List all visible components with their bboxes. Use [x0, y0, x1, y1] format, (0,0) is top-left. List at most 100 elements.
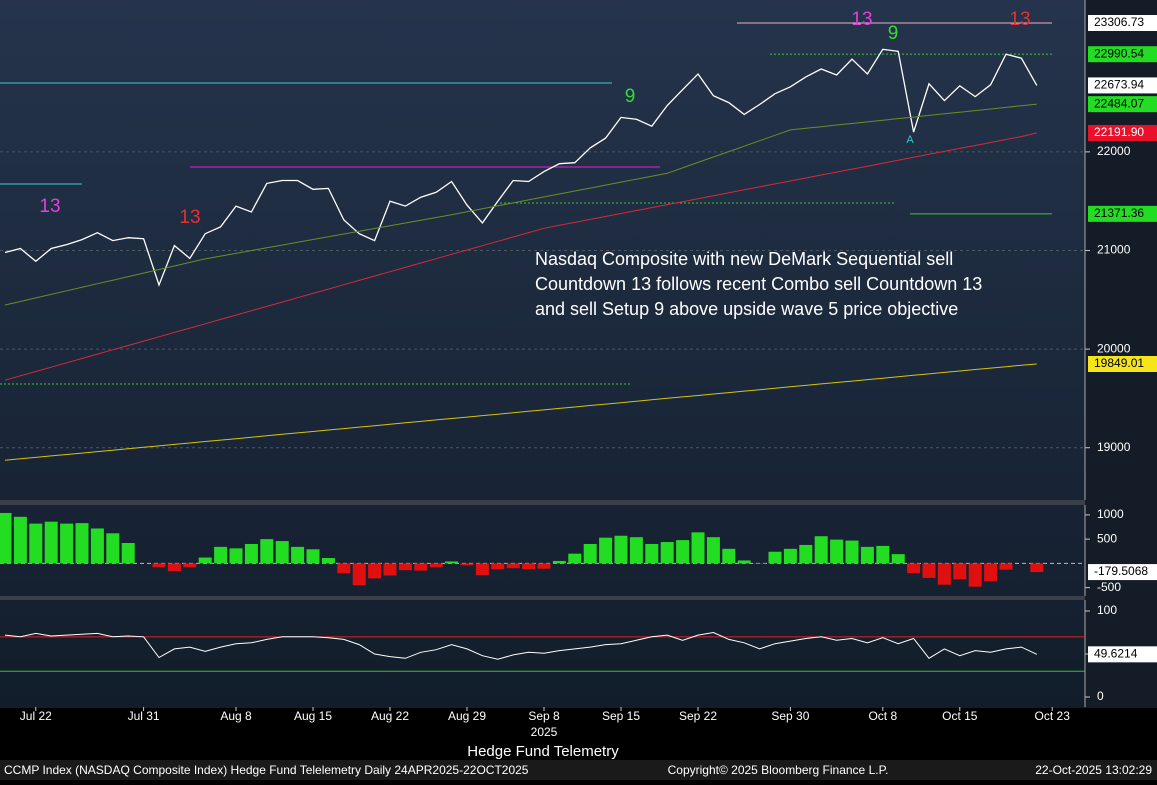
y-tick-label: 19000 — [1097, 440, 1131, 454]
annotation: and sell Setup 9 above upside wave 5 pri… — [535, 299, 958, 319]
panel-divider — [0, 596, 1085, 600]
value-label: -179.5068 — [1094, 564, 1148, 578]
demark-label: 9 — [625, 86, 636, 107]
bar — [907, 563, 920, 573]
bar — [260, 539, 273, 563]
bar — [91, 528, 104, 563]
bar — [984, 563, 997, 581]
bar — [1030, 563, 1043, 572]
bar — [707, 537, 720, 563]
x-tick-label: Aug 8 — [220, 709, 252, 723]
bar — [538, 563, 551, 568]
bar — [337, 563, 350, 573]
bar — [769, 552, 782, 564]
y-tick-label: 500 — [1097, 531, 1117, 545]
y-tick-label: 100 — [1097, 603, 1117, 617]
bar — [76, 523, 89, 563]
bar — [199, 558, 212, 564]
bar — [414, 563, 427, 570]
bar — [738, 560, 751, 563]
x-tick-label: Sep 15 — [602, 709, 640, 723]
x-tick-label: Sep 30 — [771, 709, 809, 723]
bar — [830, 540, 843, 564]
bar — [445, 561, 458, 563]
bar — [106, 533, 119, 563]
x-tick-label: Sep 8 — [528, 709, 560, 723]
bar — [645, 544, 658, 563]
annotation: Countdown 13 follows recent Combo sell C… — [535, 274, 982, 294]
demark-label: 13 — [1009, 9, 1030, 30]
bar — [183, 563, 196, 567]
bar — [615, 536, 628, 564]
bar — [60, 524, 73, 564]
bar — [722, 549, 735, 564]
bar — [953, 563, 966, 579]
bar — [14, 517, 27, 564]
x-tick-label: Aug 29 — [448, 709, 486, 723]
value-label: 21371.36 — [1094, 206, 1144, 220]
value-label: 22990.54 — [1094, 46, 1144, 60]
bar — [568, 554, 581, 564]
x-tick-label: Jul 31 — [128, 709, 160, 723]
y-tick-label: 20000 — [1097, 341, 1131, 355]
bar — [461, 563, 474, 565]
bar — [815, 536, 828, 563]
bar — [276, 541, 289, 563]
bar — [969, 563, 982, 586]
value-label: 22484.07 — [1094, 96, 1144, 110]
bar — [368, 563, 381, 578]
demark-label: 9 — [888, 23, 899, 44]
bar — [122, 543, 135, 563]
x-tick-label: Aug 22 — [371, 709, 409, 723]
bar — [799, 545, 812, 563]
bar — [599, 538, 612, 564]
bar — [692, 532, 705, 563]
annotation: Nasdaq Composite with new DeMark Sequent… — [535, 249, 953, 269]
panel-divider — [0, 500, 1085, 505]
bar — [153, 563, 166, 567]
x-tick-label: Sep 22 — [679, 709, 717, 723]
bar — [476, 563, 489, 575]
bar — [384, 563, 397, 575]
x-tick-label: Aug 15 — [294, 709, 332, 723]
demark-label: A — [906, 134, 914, 146]
x-tick-label: Oct 8 — [868, 709, 897, 723]
bar — [214, 547, 227, 563]
bar — [507, 563, 520, 568]
bar — [784, 549, 797, 564]
bar — [876, 546, 889, 563]
footer-center: Copyright© 2025 Bloomberg Finance L.P. — [668, 763, 889, 777]
bar — [399, 563, 412, 570]
bar — [938, 563, 951, 584]
value-label: 22673.94 — [1094, 78, 1144, 92]
year-label: 2025 — [531, 725, 558, 739]
y-tick-label: 21000 — [1097, 243, 1131, 257]
bar — [630, 537, 643, 563]
bar — [584, 544, 597, 563]
bar — [29, 524, 42, 564]
bar — [353, 563, 366, 585]
bar — [892, 554, 905, 563]
value-label: 19849.01 — [1094, 356, 1144, 370]
bar — [553, 561, 566, 563]
x-tick-label: Oct 23 — [1035, 709, 1071, 723]
y-tick-label: 0 — [1097, 689, 1104, 703]
bar — [491, 563, 504, 569]
bar — [45, 522, 58, 564]
bar — [846, 541, 859, 564]
bar — [430, 563, 443, 567]
demark-label: 13 — [179, 207, 200, 228]
bar — [230, 548, 243, 563]
bar — [1000, 563, 1013, 569]
demark-label: 13 — [39, 196, 60, 217]
y-tick-label: 1000 — [1097, 507, 1124, 521]
bar — [861, 547, 874, 563]
footer-left: CCMP Index (NASDAQ Composite Index) Hedg… — [4, 763, 529, 777]
chart-title: Hedge Fund Telemetry — [467, 743, 619, 760]
y-tick-label: -500 — [1097, 580, 1121, 594]
plot-background — [0, 0, 1157, 708]
bar — [661, 542, 674, 563]
value-label: 49.6214 — [1094, 647, 1138, 661]
bar — [0, 513, 12, 563]
